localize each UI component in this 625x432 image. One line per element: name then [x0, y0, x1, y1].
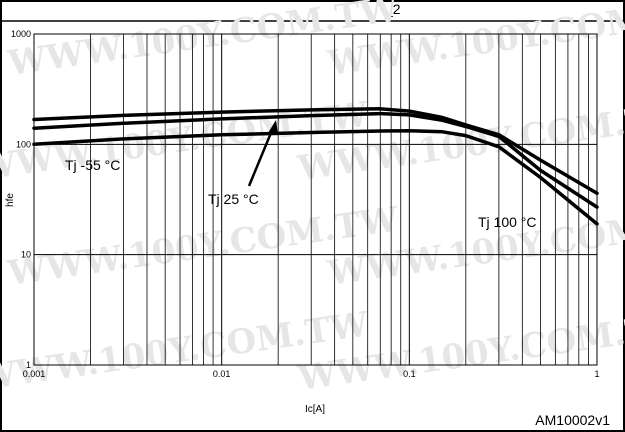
annotation-arrow-line: [247, 127, 275, 187]
x-tick-labels: 0.001 0.01 0.1 1: [23, 369, 600, 379]
y-tick-label: 1: [26, 360, 31, 370]
x-tick-label: 1: [594, 369, 599, 379]
annotation-tj-100: Tj 100 °C: [478, 214, 537, 230]
figure-code: AM10002v1: [535, 412, 610, 428]
y-axis-label: hfe: [5, 193, 16, 207]
y-tick-label: 1000: [11, 29, 31, 39]
y-tick-label: 10: [21, 250, 31, 260]
x-axis-label: Ic[A]: [305, 404, 325, 415]
plot-grid: [34, 34, 597, 365]
series-line-2: [32, 128, 599, 226]
series-line-0: [32, 107, 599, 196]
header-fragment: _2: [384, 1, 401, 17]
plot-area-border: [33, 33, 598, 366]
annotation-tj-25: Tj 25 °C: [208, 191, 259, 207]
y-tick-label: 100: [16, 139, 31, 149]
series-line-1: [32, 111, 599, 209]
series-lines: [32, 107, 599, 226]
annotation-tj-minus55: Tj -55 °C: [65, 157, 120, 173]
annotation-arrowhead: [268, 120, 278, 134]
x-tick-label: 0.001: [23, 369, 46, 379]
x-tick-label: 0.1: [403, 369, 416, 379]
x-tick-label: 0.01: [213, 369, 231, 379]
y-tick-labels: 1 10 100 1000: [11, 29, 31, 370]
